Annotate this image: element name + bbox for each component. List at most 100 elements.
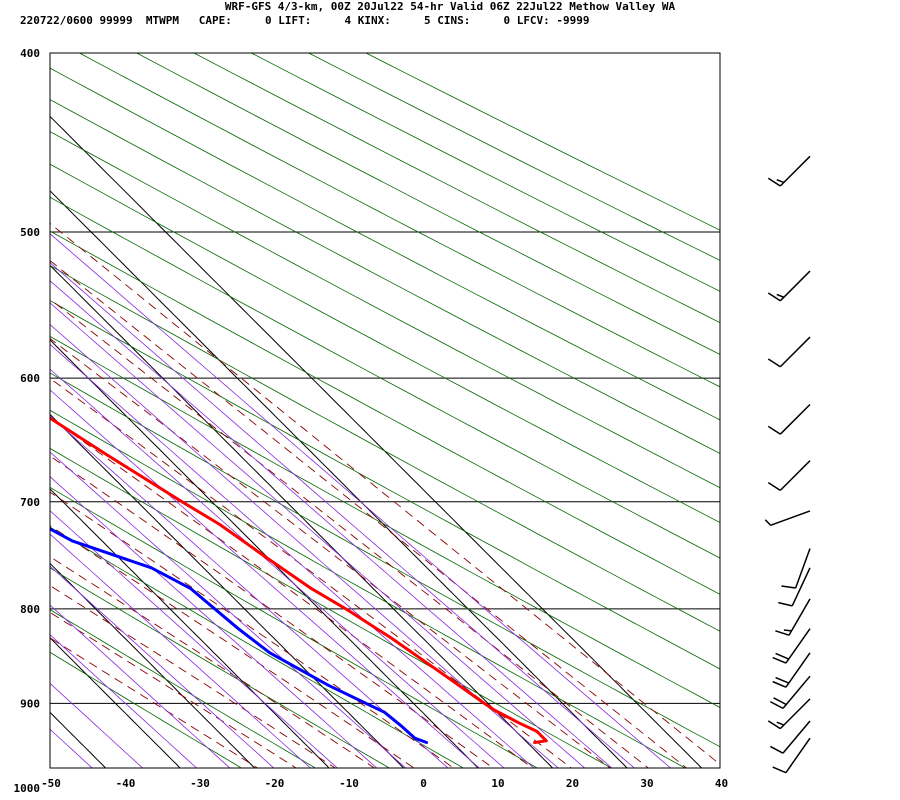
mixing-ratio-line (50, 682, 144, 768)
dry-adiabat (50, 265, 720, 632)
moist-adiabat (50, 377, 572, 768)
mixing-ratio-line (50, 324, 559, 768)
pressure-tick-label: 500 (20, 226, 40, 239)
temperature-profile (50, 416, 548, 744)
dry-adiabat (50, 409, 686, 768)
moist-adiabat (50, 556, 376, 768)
wind-barb (781, 548, 811, 589)
pressure-tick-label: 800 (20, 603, 40, 616)
temperature-tick-label: 30 (640, 777, 653, 790)
dry-adiabat (50, 163, 720, 523)
isotherm-line (0, 43, 90, 800)
wind-barb (775, 598, 811, 636)
dry-adiabat (50, 486, 539, 768)
dry-adiabat (50, 131, 720, 489)
dry-adiabat (50, 447, 613, 768)
temperature-tick-label: -50 (41, 777, 61, 790)
wind-barb (769, 720, 811, 754)
mixing-ratio-line (50, 565, 275, 768)
isotherm-line (50, 488, 330, 768)
mixing-ratio-line (50, 415, 449, 768)
dry-adiabat (50, 609, 317, 768)
temperature-tick-label: 0 (420, 777, 427, 790)
wind-barb (772, 628, 811, 664)
mixing-ratio-line (50, 343, 535, 768)
isotherm-line (50, 637, 181, 768)
pressure-tick-label: 600 (20, 372, 40, 385)
isotherm-line (50, 115, 703, 768)
dry-adiabat (50, 67, 720, 421)
dry-adiabat (50, 372, 720, 748)
wind-barb (764, 510, 811, 526)
pressure-tick-label: 1000 (14, 782, 41, 795)
moist-adiabat (50, 260, 688, 768)
moist-adiabat (50, 417, 533, 768)
dry-adiabat (50, 651, 243, 768)
plot-frame (49, 52, 721, 769)
mixing-ratio-line (50, 368, 505, 768)
mixing-ratio-line (50, 634, 198, 768)
sounding-indices: 220722/0600 99999 MTWPM CAPE: 0 LIFT: 4 … (20, 14, 590, 27)
mixing-ratio-line (50, 389, 480, 768)
pressure-tick-label: 900 (20, 697, 40, 710)
dry-adiabat (50, 196, 720, 559)
mixing-ratio-line (50, 451, 407, 768)
pressure-tick-label: 700 (20, 496, 40, 509)
dry-adiabat (50, 99, 720, 454)
wind-barb (778, 567, 811, 607)
wind-barb (767, 155, 811, 187)
mixing-ratio-line (50, 533, 311, 768)
dry-adiabat (50, 567, 391, 768)
moist-adiabat (50, 455, 494, 768)
wind-barb (767, 336, 811, 368)
moist-adiabat (50, 585, 336, 768)
tick-layer: 400 500 600 700 800 900 1000 -50 -40 -30 -20 -10 0 10… (14, 47, 729, 795)
temperature-tick-label: 10 (491, 777, 504, 790)
dry-adiabat (193, 53, 720, 324)
mixing-ratio-line (50, 476, 378, 768)
mixing-ratio-line (50, 280, 613, 768)
isotherm-line (50, 264, 554, 768)
pressure-tick-label: 400 (20, 47, 40, 60)
moist-adiabat (50, 222, 720, 765)
mixing-ratio-line (50, 302, 586, 768)
temperature-tick-label: -10 (339, 777, 359, 790)
wind-barb (772, 652, 811, 688)
moist-adiabat (50, 298, 650, 768)
dry-adiabat (50, 335, 720, 708)
wind-barb (767, 270, 811, 302)
mixing-ratio-line (50, 510, 338, 768)
grid-layer (0, 43, 720, 800)
temperature-tick-label: -30 (190, 777, 210, 790)
dry-adiabat (50, 300, 720, 670)
wind-barb (769, 675, 811, 710)
mixing-ratio-line (50, 728, 93, 768)
wind-barb (767, 403, 811, 435)
data-layer (50, 416, 548, 744)
wind-barb (772, 737, 811, 774)
temperature-tick-label: 20 (566, 777, 579, 790)
isotherm-line (0, 43, 16, 800)
dry-adiabat (50, 230, 720, 595)
temperature-tick-label: -20 (265, 777, 285, 790)
isotherm-line (50, 190, 628, 768)
isotherm-line (50, 711, 107, 768)
dry-adiabat (365, 53, 720, 231)
wind-barb (767, 698, 811, 730)
moist-adiabat (50, 637, 259, 768)
moist-adiabat (50, 525, 415, 768)
isotherm-line (50, 413, 405, 768)
mixing-ratio-line (50, 262, 635, 768)
wind-barb (767, 460, 811, 492)
moist-adiabat (50, 491, 455, 768)
dry-adiabat (135, 53, 720, 355)
temperature-tick-label: -40 (116, 777, 136, 790)
isotherm-line (50, 339, 479, 768)
moist-adiabat (50, 337, 611, 768)
dry-adiabat (250, 53, 720, 292)
isotherm-line (50, 562, 256, 768)
mixing-ratio-line (50, 604, 231, 768)
mixing-ratio-line (50, 233, 672, 768)
wind-barbs (764, 155, 811, 774)
